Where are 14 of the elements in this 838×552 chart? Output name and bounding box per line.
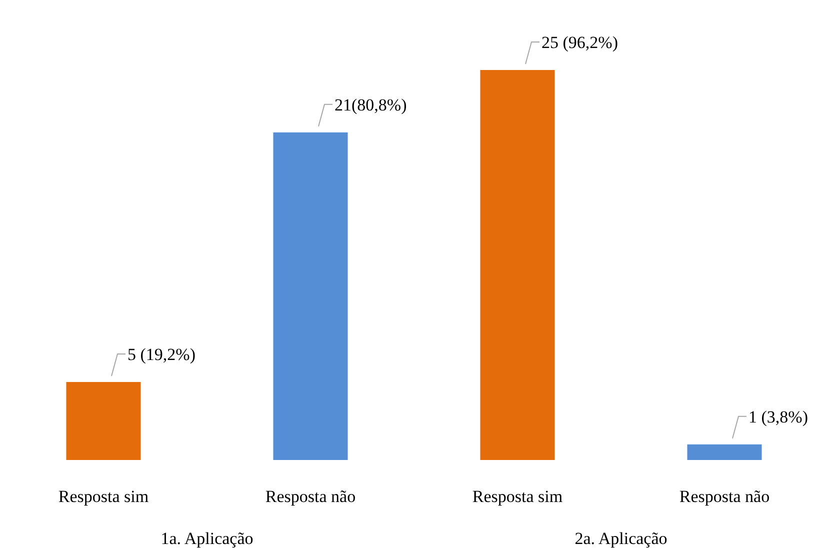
data-label: 25 (96,2%) <box>542 33 618 52</box>
text: 2a. Aplicação <box>574 529 668 548</box>
text: 1a. Aplicação <box>160 529 254 548</box>
data-label: 1 (3,8%) <box>748 407 808 426</box>
data-label: 21(80,8%) <box>334 95 407 114</box>
bar <box>273 132 348 460</box>
x-tick-label: Resposta sim <box>58 487 149 506</box>
data-label: 5 (19,2%) <box>128 345 196 364</box>
x-tick-label: Resposta não <box>265 487 356 506</box>
x-tick-label: Resposta não <box>679 487 770 506</box>
bar <box>480 70 555 460</box>
bar <box>687 444 762 460</box>
bar <box>66 382 141 460</box>
x-tick-label: Resposta sim <box>472 487 563 506</box>
